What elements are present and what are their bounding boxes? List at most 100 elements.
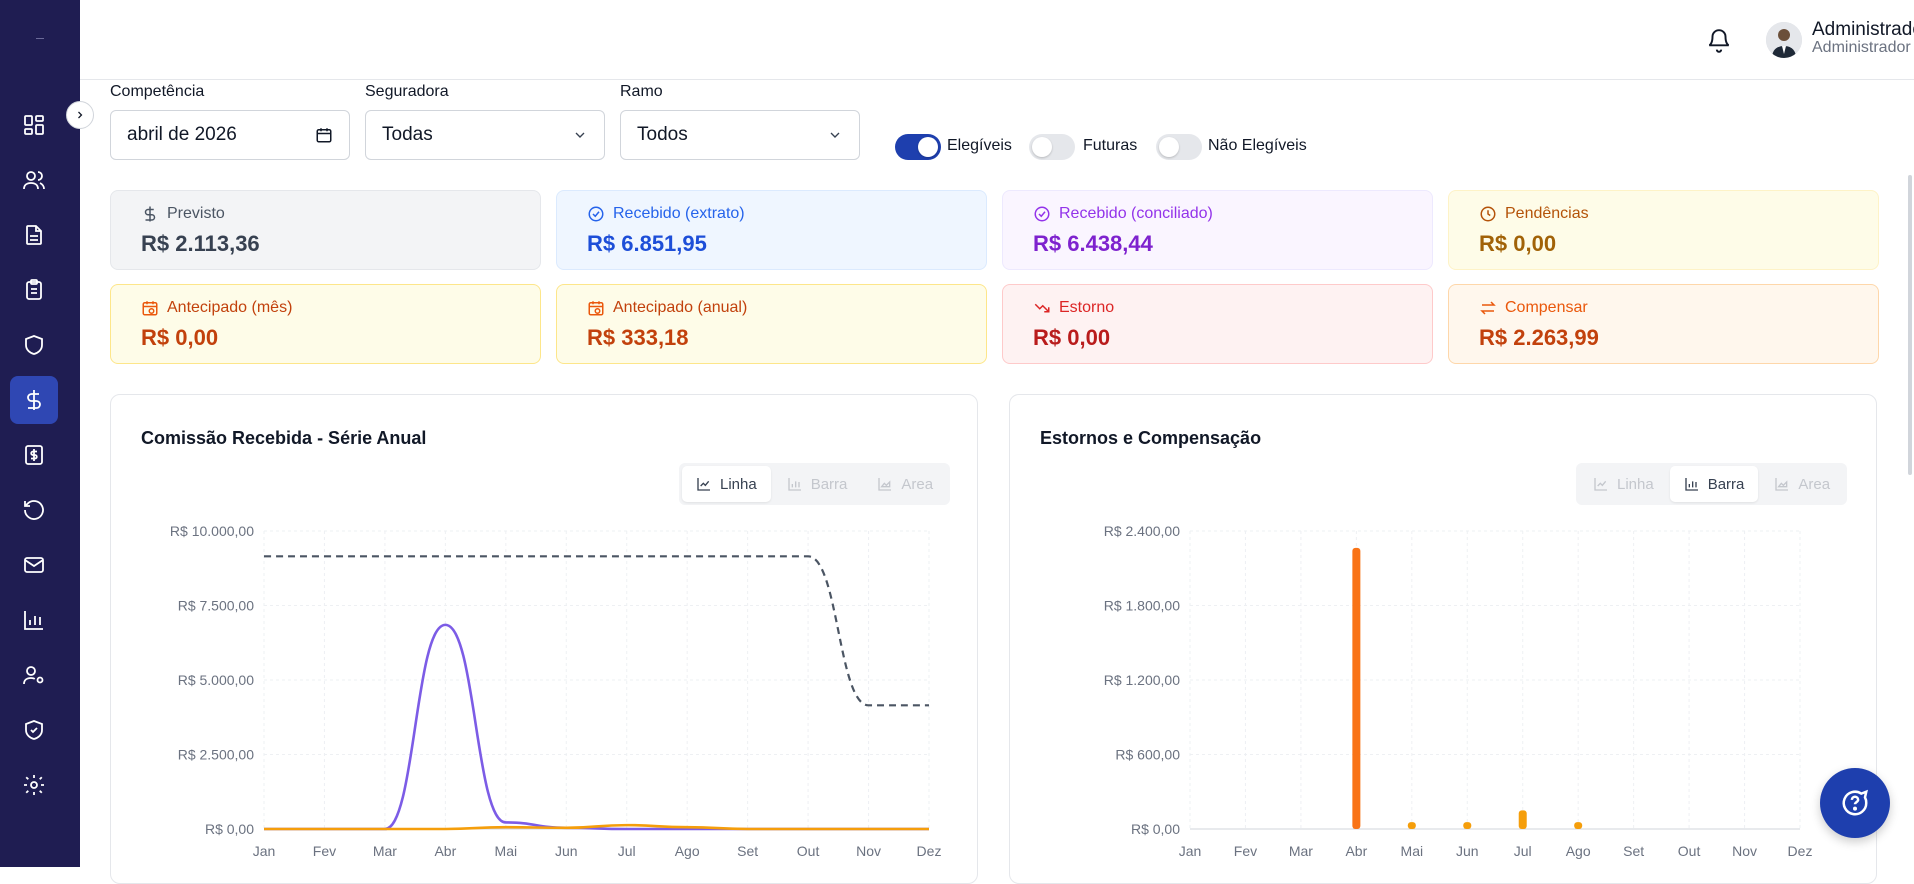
card-value: R$ 333,18 (587, 325, 689, 350)
nav-user-settings[interactable] (10, 651, 58, 699)
chart-type-area-label: Area (901, 475, 934, 493)
y-tick-label: R$ 1.200,00 (1104, 672, 1180, 688)
sidebar-logo-placeholder (36, 38, 44, 39)
trending-down-icon (1034, 303, 1050, 313)
notifications-button[interactable] (1706, 28, 1732, 59)
bar (1352, 547, 1361, 829)
chart-type-line-button[interactable]: Linha (682, 466, 771, 502)
clock-icon (1480, 206, 1496, 222)
avatar[interactable] (1766, 22, 1802, 58)
bell-icon (1708, 29, 1730, 53)
bar (1518, 810, 1527, 829)
help-chat-icon (1842, 789, 1868, 816)
bar-chart-icon (24, 611, 43, 630)
card-value: R$ 6.438,44 (1033, 231, 1153, 256)
bar (1574, 822, 1583, 829)
rotate-ccw-icon (24, 500, 44, 520)
nav-users[interactable] (10, 156, 58, 204)
toggle-nao-elegiveis[interactable] (1156, 134, 1202, 160)
nav-receipts[interactable] (10, 431, 58, 479)
toggle-elegiveis-label: Elegíveis (947, 137, 1012, 154)
card-label: Previsto (167, 205, 225, 222)
card-value: R$ 0,00 (1479, 231, 1557, 256)
card-label: Pendências (1505, 205, 1589, 222)
y-tick-label: R$ 2.500,00 (178, 747, 254, 763)
check-circle-icon (1034, 206, 1050, 222)
toggle-elegiveis[interactable] (895, 134, 941, 160)
area-chart-icon (1775, 478, 1789, 491)
x-tick-label: Jul (1514, 843, 1532, 859)
card-value: R$ 6.851,95 (587, 231, 707, 256)
ramo-value: Todos (637, 124, 688, 145)
y-tick-label: R$ 1.800,00 (1104, 598, 1180, 614)
card-previsto: Previsto R$ 2.113,36 (110, 190, 541, 270)
calendar-clock-icon (588, 301, 604, 316)
user-cog-icon (23, 666, 44, 685)
x-tick-label: Out (797, 843, 820, 859)
ramo-select[interactable]: Todos (620, 110, 860, 160)
sidebar-toggle-button[interactable] (66, 101, 94, 129)
bar-chart-icon (1685, 478, 1698, 491)
card-value: R$ 0,00 (1033, 325, 1111, 350)
nav-commissions[interactable] (10, 376, 58, 424)
toggle-futuras[interactable] (1029, 134, 1075, 160)
chart-panel-estornos: Estornos e Compensação Linha Barra Area … (1009, 394, 1877, 884)
scrollbar[interactable] (1908, 175, 1912, 475)
series-line-2 (264, 823, 929, 831)
bar (1407, 822, 1416, 829)
nav-mail[interactable] (10, 541, 58, 589)
clipboard-icon (26, 279, 42, 300)
calendar-clock-icon (142, 301, 158, 316)
nav-settings[interactable] (10, 761, 58, 809)
chart-type-bar-button[interactable]: Barra (773, 466, 862, 502)
x-tick-label: Mai (495, 843, 518, 859)
chart-title: Comissão Recebida - Série Anual (141, 428, 427, 448)
nav-history[interactable] (10, 486, 58, 534)
area-chart-icon (878, 478, 892, 491)
card-value: R$ 2.263,99 (1479, 325, 1599, 350)
nav-reports[interactable] (10, 596, 58, 644)
card-label: Estorno (1059, 299, 1115, 316)
card-recebido-conciliado: Recebido (conciliado) R$ 6.438,44 (1002, 190, 1433, 270)
chart-type-area-button[interactable]: Area (863, 466, 947, 502)
nav-dashboard[interactable] (10, 101, 58, 149)
chart-type-line-button[interactable]: Linha (1579, 466, 1668, 502)
seguradora-select[interactable]: Todas (365, 110, 605, 160)
document-icon (26, 225, 42, 245)
y-tick-label: R$ 2.400,00 (1104, 523, 1180, 539)
nav-shield[interactable] (10, 321, 58, 369)
user-role: Administrador (1812, 39, 1911, 56)
calendar-icon[interactable] (315, 126, 333, 144)
competencia-input[interactable]: abril de 2026 (110, 110, 350, 160)
card-label: Recebido (extrato) (613, 205, 745, 222)
nav-documents[interactable] (10, 211, 58, 259)
help-button[interactable] (1820, 768, 1890, 838)
nav-clipboard[interactable] (10, 266, 58, 314)
arrows-swap-icon (1480, 301, 1496, 315)
chevron-down-icon (830, 132, 840, 138)
competencia-value: abril de 2026 (127, 124, 237, 145)
ramo-label: Ramo (620, 83, 663, 100)
chart-title: Estornos e Compensação (1040, 428, 1262, 448)
x-tick-label: Ago (675, 843, 700, 859)
x-tick-label: Abr (1345, 843, 1367, 859)
card-label: Recebido (conciliado) (1059, 205, 1213, 222)
sidebar (0, 0, 80, 867)
chart-type-toggle: Linha Barra Area (679, 463, 951, 505)
users-icon (23, 171, 45, 190)
x-tick-label: Out (1678, 843, 1701, 859)
line-chart: R$ 0,00 R$ 2.500,00 R$ 5.000,00 R$ 7.500,00… (170, 523, 942, 859)
x-tick-label: Fev (313, 843, 336, 859)
toggle-futuras-label: Futuras (1083, 137, 1138, 154)
card-label: Antecipado (mês) (167, 299, 293, 316)
bar (1463, 822, 1472, 829)
avatar-image (1766, 22, 1802, 58)
nav-security[interactable] (10, 706, 58, 754)
card-label: Antecipado (anual) (613, 299, 748, 316)
x-tick-label: Mar (1289, 843, 1313, 859)
chart-type-bar-button[interactable]: Barra (1669, 466, 1759, 502)
x-tick-label: Abr (434, 843, 456, 859)
x-tick-label: Dez (917, 843, 942, 859)
user-name[interactable]: Administrador (1812, 19, 1914, 40)
chart-type-area-button[interactable]: Area (1760, 466, 1844, 502)
